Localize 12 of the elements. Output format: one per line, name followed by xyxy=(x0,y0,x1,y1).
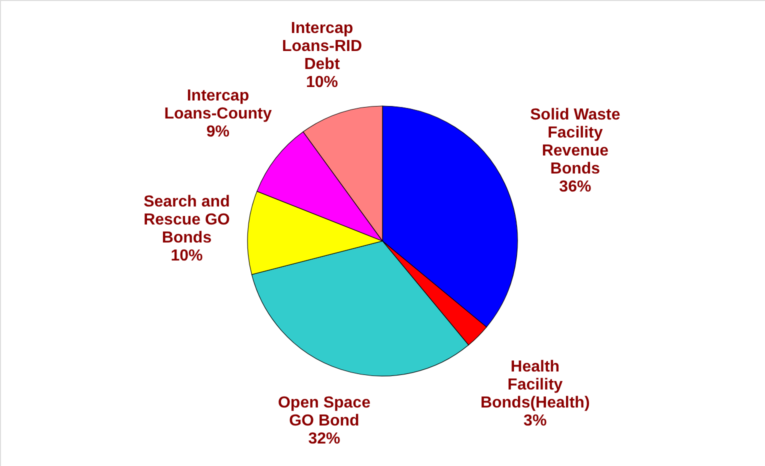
slice-label: Intercap Loans-County xyxy=(164,87,272,122)
data-label: 36% xyxy=(559,178,592,196)
slice-label: Search and Rescue GO Bonds xyxy=(144,194,230,247)
data-label: 32% xyxy=(308,430,340,448)
slice-label: Health Facility Bonds(Health) xyxy=(480,358,590,412)
slice-label: Solid Waste Facility Revenue Bonds xyxy=(530,106,620,178)
slice-label: Intercap Loans-RID Debt xyxy=(282,20,362,73)
data-label: 10% xyxy=(306,74,338,91)
slice-label: Open Space GO Bond xyxy=(278,394,371,430)
data-label: 10% xyxy=(170,248,203,265)
data-label: 9% xyxy=(206,123,230,140)
data-label: 3% xyxy=(524,412,547,430)
